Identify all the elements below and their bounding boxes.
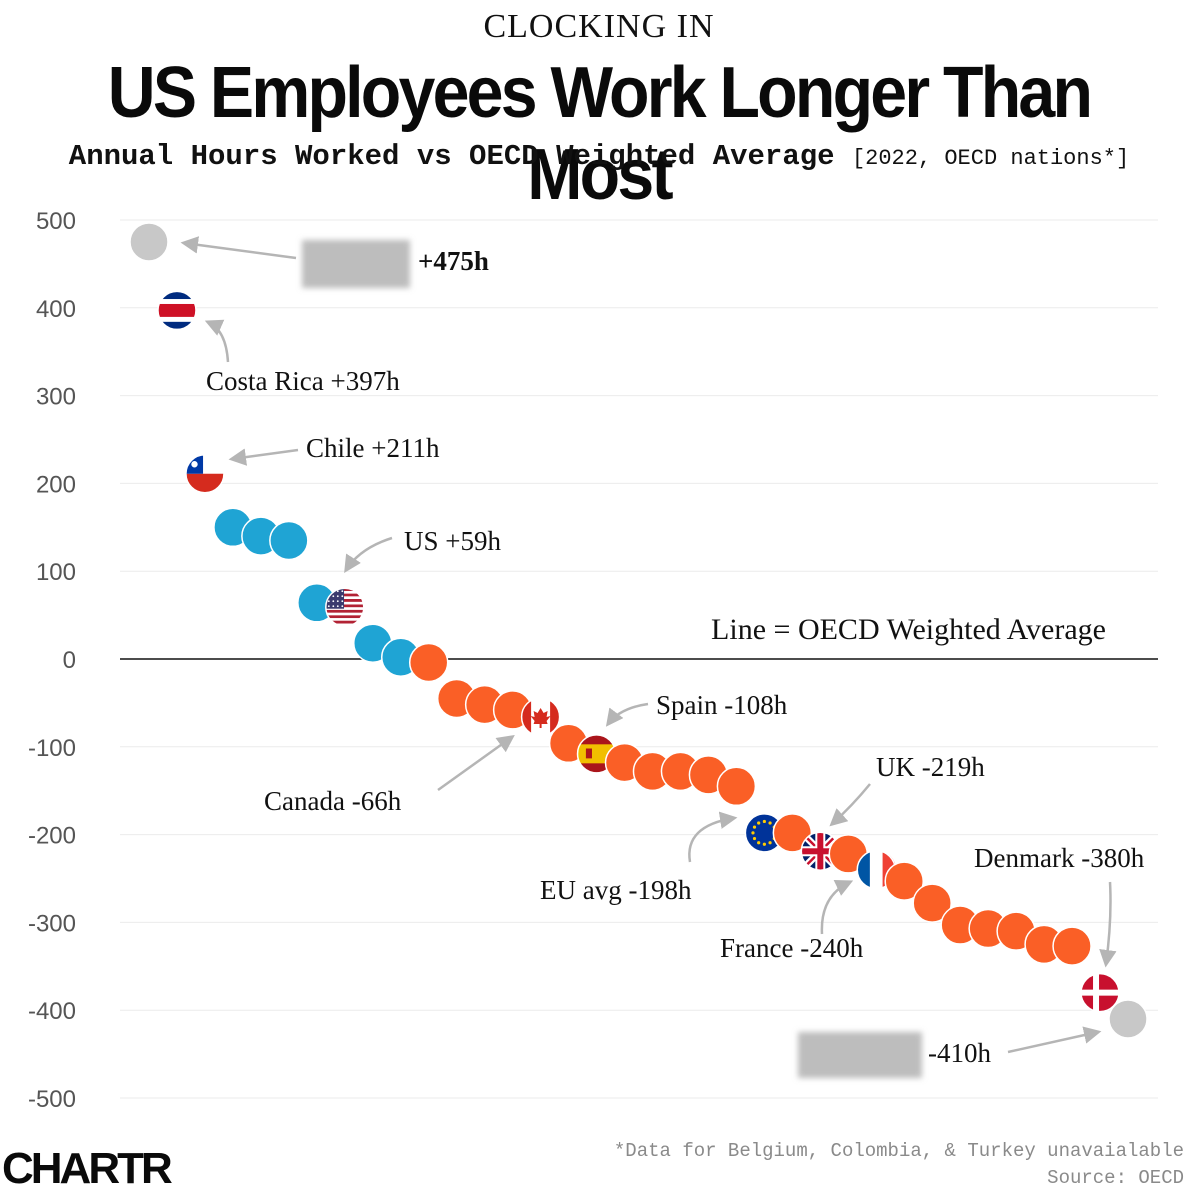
y-tick-label: 400 — [36, 296, 76, 323]
flag-point-chile — [185, 453, 225, 494]
subtitle-main: Annual Hours Worked vs OECD Weighted Ave… — [68, 140, 835, 173]
annotation-labels: +475h Costa Rica +397h Chile +211h US +59h C… — [206, 240, 1145, 1078]
annotation-arrow — [228, 448, 299, 466]
footnote: *Data for Belgium, Colombia, & Turkey un… — [614, 1138, 1184, 1192]
y-axis: 500 400 300 200 100 0 -100 -200 -300 -400 -500 — [28, 208, 76, 1113]
chart-kicker: CLOCKING IN — [483, 8, 715, 45]
y-tick-label: 100 — [36, 559, 76, 586]
redacted-label-block — [798, 1032, 922, 1078]
flag-point-canada — [520, 697, 561, 737]
annotation-arrows — [180, 236, 1117, 1054]
annotation-arrow — [688, 811, 738, 863]
y-tick-label: 500 — [36, 208, 76, 235]
y-tick-label: -400 — [28, 998, 76, 1025]
annotation-label: +475h — [418, 246, 489, 276]
data-point — [1052, 926, 1092, 966]
data-points — [129, 222, 1148, 1039]
data-point — [884, 861, 924, 901]
annotation-label: France -240h — [720, 933, 864, 963]
data-point — [716, 766, 757, 807]
flag-point-eu — [744, 813, 785, 853]
annotation-label: Costa Rica +397h — [206, 366, 400, 396]
y-tick-label: 0 — [63, 647, 76, 674]
y-tick-label: -100 — [28, 735, 76, 762]
footnote-source: Source: OECD — [1047, 1167, 1184, 1189]
annotation-arrow — [820, 880, 854, 935]
annotation-arrow — [1007, 1026, 1102, 1054]
annotation-arrow — [204, 319, 230, 363]
annotation-arrow — [344, 536, 393, 573]
flag-point-us — [325, 587, 365, 627]
chart-title: US Employees Work Longer Than Most — [107, 53, 1093, 215]
annotation-label: Canada -66h — [264, 786, 402, 816]
y-tick-label: 200 — [36, 471, 76, 498]
data-point — [772, 813, 813, 853]
annotation-label: Chile +211h — [306, 433, 440, 463]
flag-point-costa-rica — [157, 290, 197, 331]
annotation-label: UK -219h — [876, 752, 985, 782]
data-point — [269, 520, 309, 561]
flag-point-denmark — [1080, 972, 1120, 1013]
data-point — [129, 222, 169, 262]
subtitle-note: [2022, OECD nations*] — [851, 146, 1130, 171]
chart-subtitle: Annual Hours Worked vs OECD Weighted Ave… — [0, 140, 1198, 173]
data-point — [1108, 999, 1148, 1039]
y-tick-label: 300 — [36, 384, 76, 411]
annotation-label: EU avg -198h — [540, 875, 692, 905]
annotation-label: US +59h — [404, 526, 501, 556]
redacted-label-block — [302, 240, 410, 288]
annotation-label: Denmark -380h — [974, 843, 1145, 873]
chartr-logo: CHARTR — [2, 1144, 173, 1193]
data-point — [912, 883, 952, 923]
baseline-label: Line = OECD Weighted Average — [711, 613, 1106, 646]
footnote-note: *Data for Belgium, Colombia, & Turkey un… — [613, 1140, 1184, 1162]
oecd-baseline: Line = OECD Weighted Average — [120, 613, 1158, 660]
annotation-label: -410h — [928, 1038, 991, 1068]
annotation-arrow — [1099, 881, 1117, 968]
y-tick-label: -200 — [28, 823, 76, 850]
data-point — [408, 642, 449, 683]
annotation-arrow — [829, 783, 871, 827]
annotation-arrow — [437, 734, 515, 792]
annotation-label: Spain -108h — [656, 690, 788, 720]
y-tick-label: -300 — [28, 910, 76, 937]
annotation-arrow — [180, 236, 297, 260]
annotation-arrow — [605, 702, 649, 727]
y-tick-label: -500 — [28, 1086, 76, 1113]
